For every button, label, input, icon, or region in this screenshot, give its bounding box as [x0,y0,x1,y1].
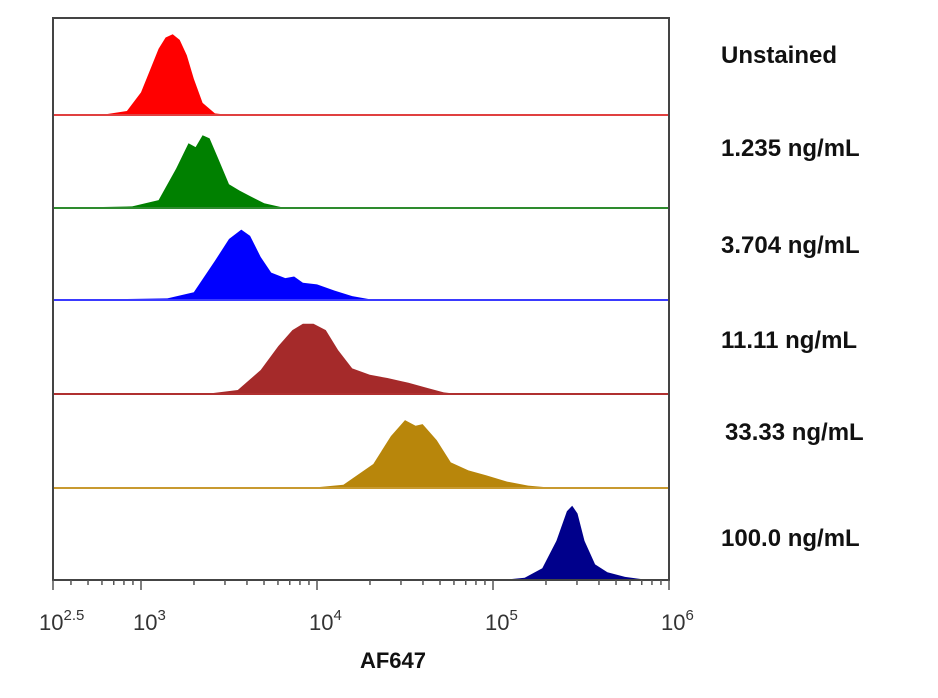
x-axis-label: AF647 [360,648,426,673]
histogram-area-2 [53,135,669,208]
histogram-area-5 [53,420,669,488]
legend-label-3: 3.704 ng/mL [721,232,860,259]
histogram-area-1 [53,34,669,115]
legend-label-5: 33.33 ng/mL [725,419,864,446]
x-axis: 102.5 103 104 105 106 [39,580,694,635]
legend-label-4: 11.11 ng/mL [721,327,857,354]
histogram-area-3 [53,229,669,300]
x-tick-label-1: 102.5 [39,607,84,635]
histogram-area-4 [53,323,669,394]
legend-label-6: 100.0 ng/mL [721,525,860,552]
x-tick-label-4: 105 [485,607,518,635]
x-tick-label-2: 103 [133,607,166,635]
legend-label-1: Unstained [721,42,837,69]
x-tick-label-5: 106 [661,607,694,635]
legend-label-2: 1.235 ng/mL [721,135,860,162]
legend: Unstained 1.235 ng/mL 3.704 ng/mL 11.11 ng/… [721,42,864,552]
histogram-panels [53,34,669,581]
x-tick-label-3: 104 [309,607,342,635]
plot-frame [52,17,670,581]
histogram-area-6 [53,505,669,580]
